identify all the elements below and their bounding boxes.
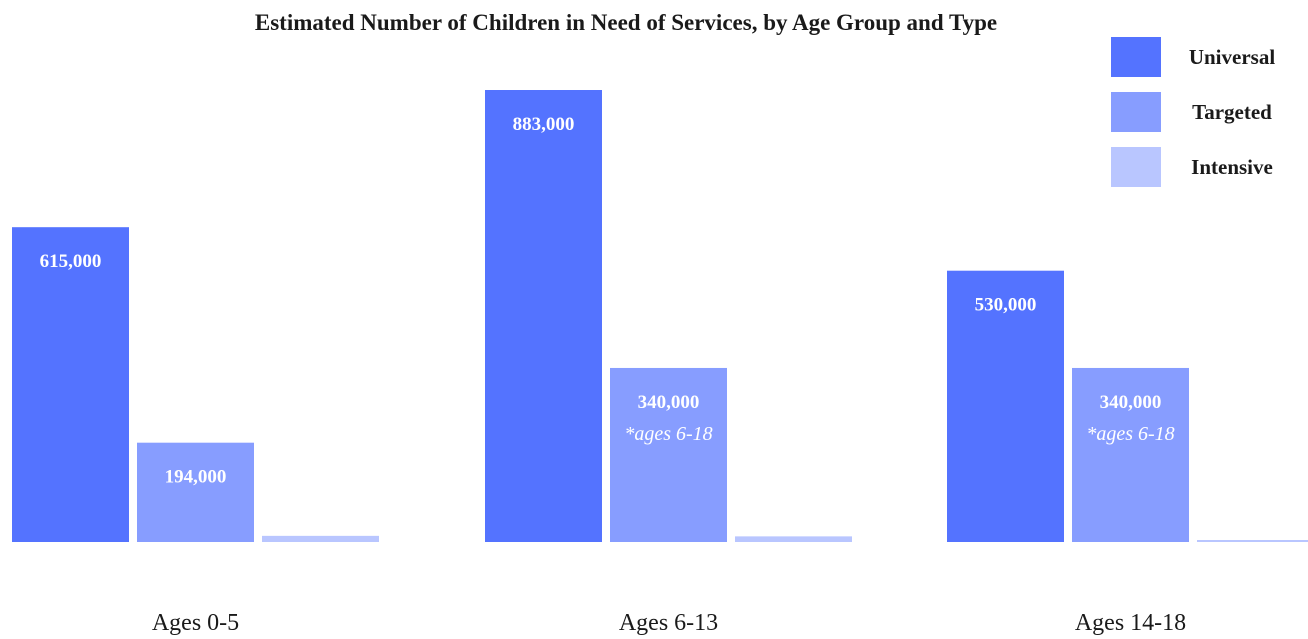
data-label-universal-3: 530,000 [975, 295, 1037, 316]
data-label-universal-2: 883,000 [513, 114, 575, 135]
legend-label-universal: Universal [1189, 45, 1275, 69]
bar-intensive-3 [1197, 540, 1308, 542]
legend-label-targeted: Targeted [1192, 100, 1272, 124]
legend: Universal Targeted Intensive [1111, 37, 1275, 187]
legend-label-intensive: Intensive [1191, 155, 1273, 179]
bar-targeted-1 [137, 442, 254, 542]
bar-targeted-3 [1072, 367, 1189, 542]
bar-note-targeted-3: *ages 6-18 [1086, 423, 1174, 445]
bar-labels-layer: 615,000 194,000 12,000 883,000 340,000 *ages … [40, 114, 1277, 535]
data-label-targeted-1: 194,000 [165, 467, 227, 488]
bar-note-targeted-2: *ages 6-18 [624, 423, 712, 445]
legend-swatch-intensive [1111, 147, 1161, 187]
data-label-targeted-3: 340,000 [1100, 392, 1162, 413]
chart-title: Estimated Number of Children in Need of … [255, 10, 997, 35]
bar-intensive-2 [735, 536, 852, 542]
category-label-2: Ages 6-13 [619, 610, 718, 636]
bar-universal-3 [947, 270, 1064, 542]
bar-intensive-1 [262, 535, 379, 542]
bar-targeted-2 [610, 367, 727, 542]
bar-universal-2 [485, 90, 602, 542]
legend-swatch-targeted [1111, 92, 1161, 132]
data-label-universal-1: 615,000 [40, 251, 102, 272]
bars-layer [12, 90, 1308, 542]
data-label-intensive-1: 12,000 [294, 514, 346, 535]
data-label-targeted-2: 340,000 [638, 392, 700, 413]
category-label-1: Ages 0-5 [152, 610, 239, 636]
bar-universal-1 [12, 227, 129, 542]
legend-swatch-universal [1111, 37, 1161, 77]
data-label-intensive-3: 3,000 [1234, 514, 1277, 535]
data-label-intensive-2: 11,000 [768, 514, 819, 535]
category-label-3: Ages 14-18 [1075, 610, 1186, 636]
group-labels-layer: Ages 0-5 Ages 6-13 Ages 14-18 [152, 610, 1186, 636]
